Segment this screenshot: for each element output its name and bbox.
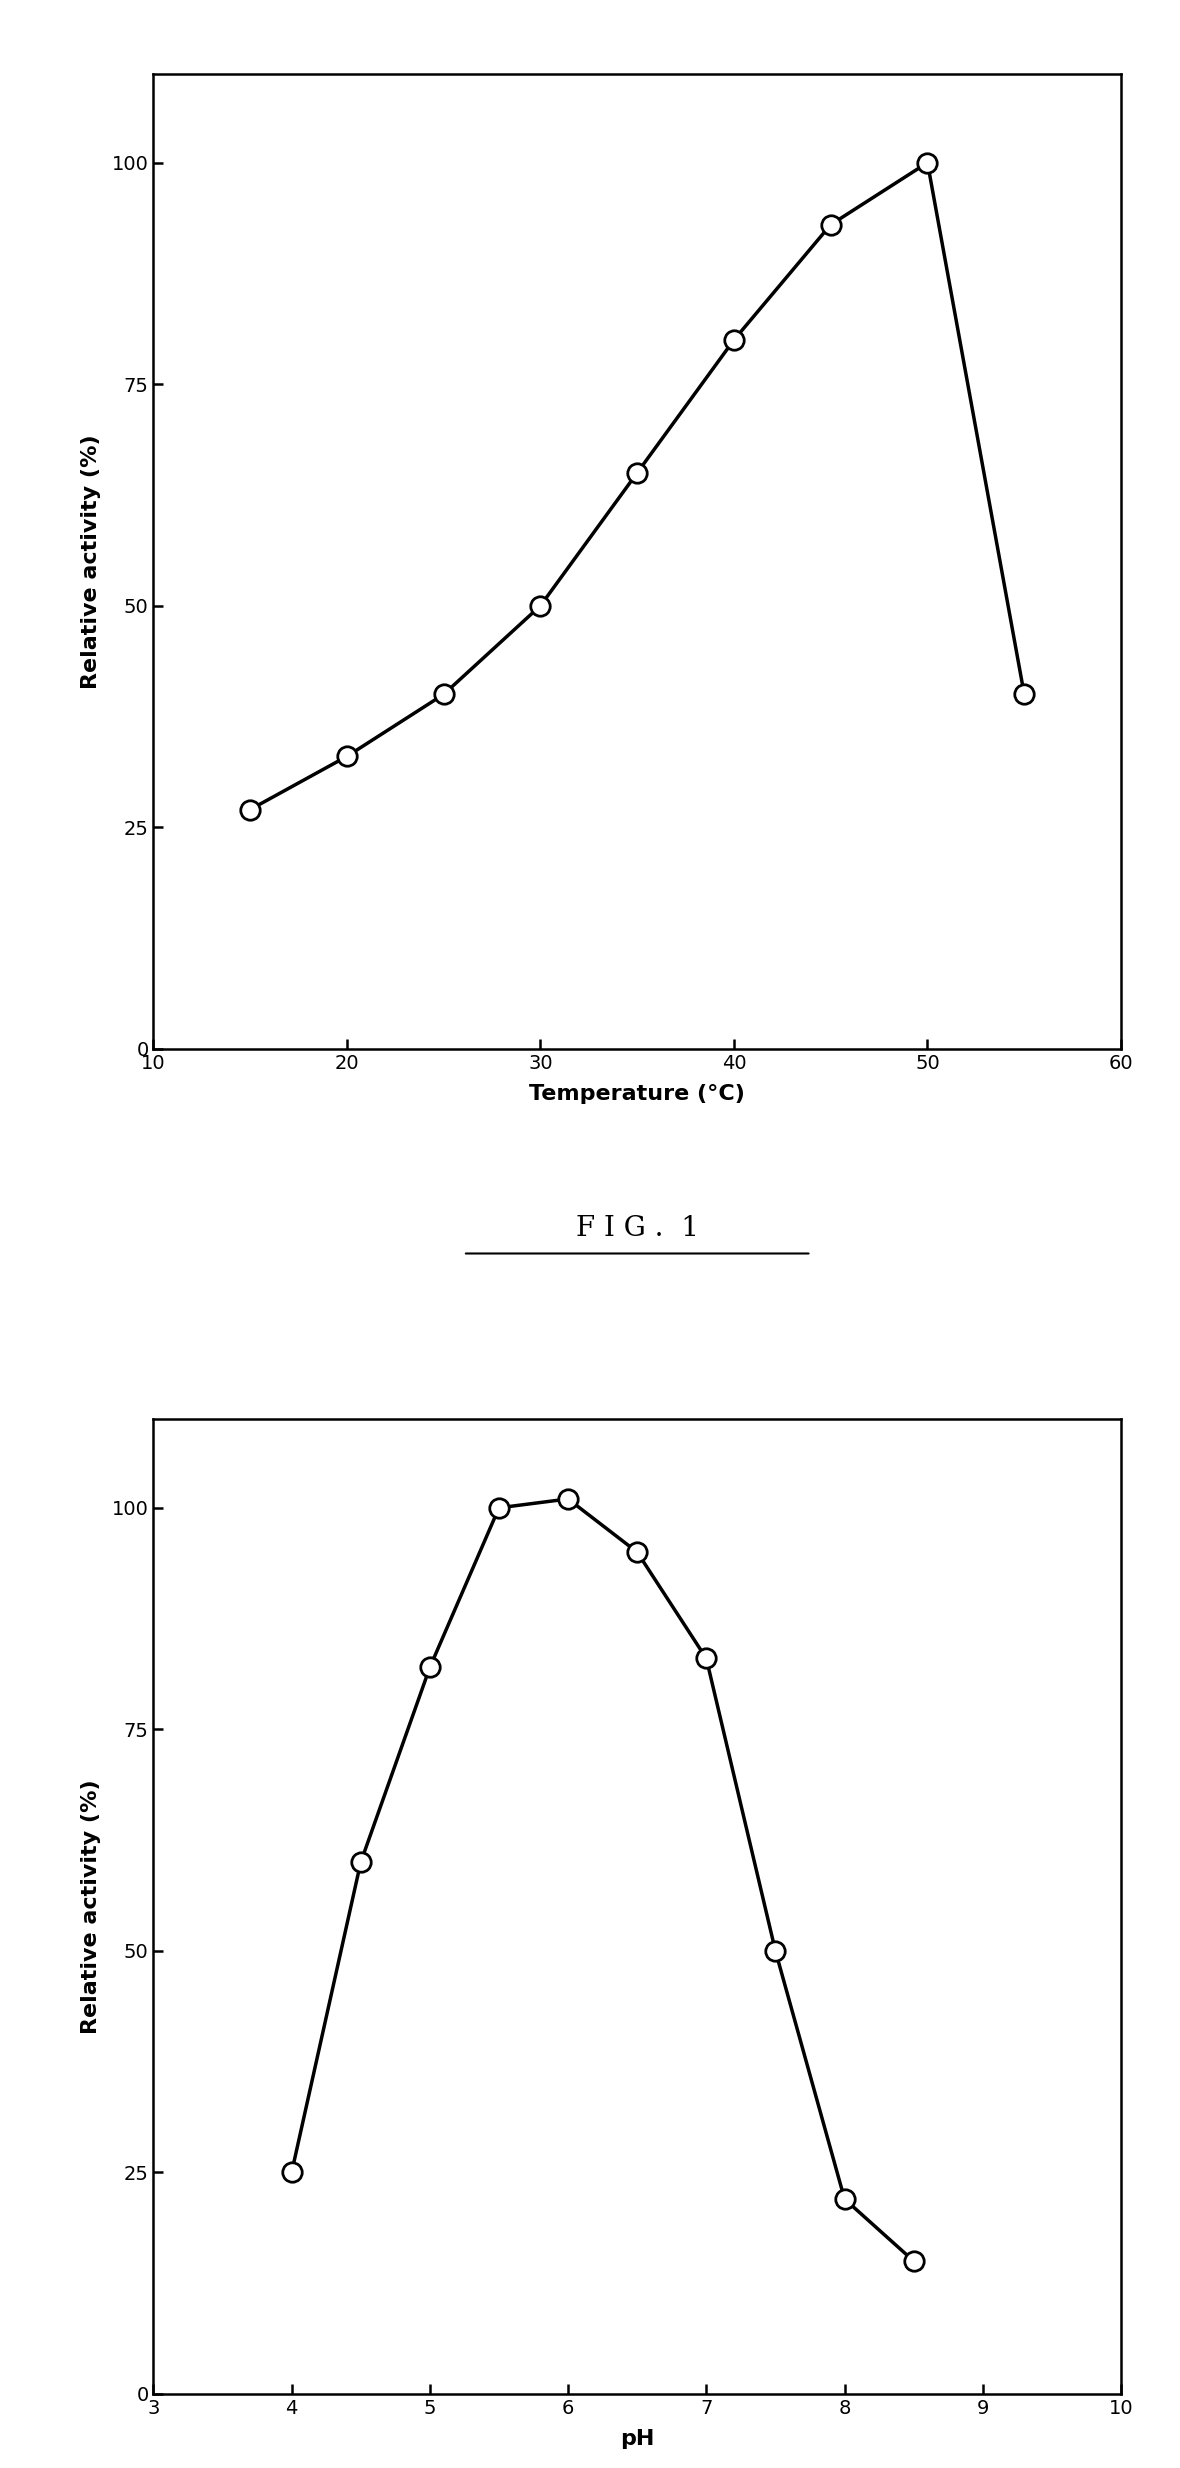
Y-axis label: Relative activity (%): Relative activity (%) xyxy=(80,1779,100,2034)
Text: F I G .  1: F I G . 1 xyxy=(576,1214,699,1241)
X-axis label: pH: pH xyxy=(620,2429,655,2448)
Y-axis label: Relative activity (%): Relative activity (%) xyxy=(80,434,100,689)
X-axis label: Temperature (°C): Temperature (°C) xyxy=(530,1083,745,1103)
